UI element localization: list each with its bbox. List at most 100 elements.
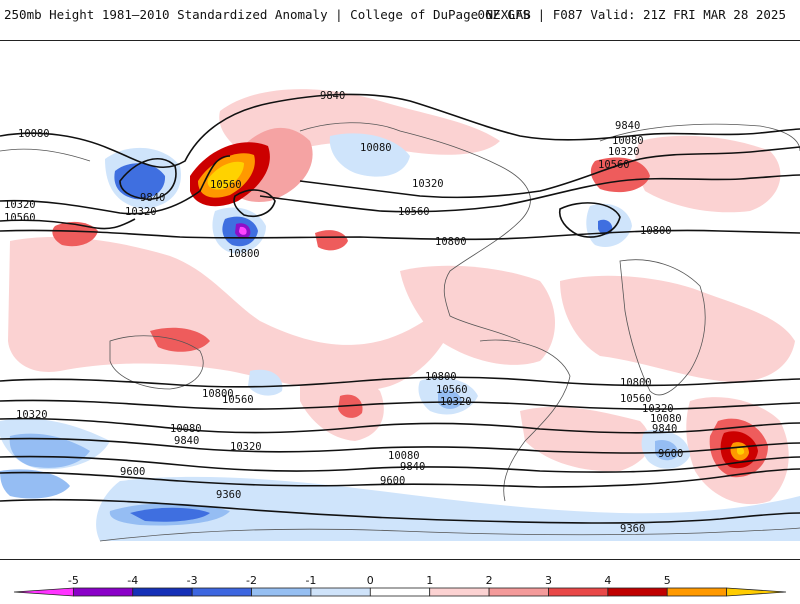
colorbar-swatch [310, 587, 371, 597]
colorbar-tick-label: 2 [486, 574, 493, 587]
positive-anomaly-area [150, 327, 210, 352]
contour-label: 10560 [598, 159, 630, 171]
colorbar-tick-label: 5 [664, 574, 671, 587]
contour-9600 [0, 468, 800, 488]
contour-label: 10320 [608, 146, 640, 158]
positive-anomaly-area [737, 446, 745, 455]
contour-label: 10320 [230, 441, 262, 453]
height-contours [0, 93, 800, 524]
map-canvas: 10080 9840 10080 9840 10560 10320 10560 … [0, 89, 800, 542]
colorbar-svg: -5 -4 -3 -2 -1 0 1 2 3 4 5 [13, 574, 787, 597]
contour-label: 9600 [380, 475, 405, 487]
contour-label: 10320 [125, 206, 157, 218]
contour-9840-south [0, 455, 800, 473]
anomaly-colorbar: -5 -4 -3 -2 -1 0 1 2 3 4 5 [0, 572, 800, 600]
colorbar-tick-label: -4 [127, 574, 138, 587]
colorbar-tick-label: 1 [426, 574, 433, 587]
coastline-australia [109, 335, 204, 390]
negative-anomaly-area [598, 219, 613, 235]
negative-anomaly-area [9, 433, 90, 468]
contour-label: 9600 [658, 448, 683, 460]
contour-label: 10800 [425, 371, 457, 383]
coastline-south-america [479, 339, 571, 502]
contour-10560-low [233, 189, 276, 217]
contour-label: 9840 [174, 435, 199, 447]
contour-label: 10080 [650, 413, 682, 425]
contour-label: 10320 [4, 199, 36, 211]
contour-label: 9840 [400, 461, 425, 473]
positive-anomaly-area [207, 161, 244, 190]
positive-anomaly-areas [8, 89, 795, 505]
contour-10320-atlantic [558, 202, 621, 238]
contour-10320-north [0, 146, 800, 215]
contour-label: 10800 [620, 377, 652, 389]
contour-9840-north [119, 157, 177, 200]
contour-10320-south [0, 417, 800, 434]
contour-label: 10800 [202, 388, 234, 400]
negative-anomaly-area [248, 369, 283, 396]
contour-label: 9840 [140, 192, 165, 204]
contour-label: 9840 [652, 423, 677, 435]
colorbar-tick-label: -2 [246, 574, 257, 587]
negative-anomaly-area [0, 469, 70, 499]
colorbar-swatch [607, 587, 668, 597]
colorbar-tick-label: 4 [604, 574, 611, 587]
coastlines [0, 122, 800, 542]
contour-10800-north [0, 229, 800, 241]
contour-label: 9360 [216, 489, 241, 501]
negative-anomaly-area [438, 389, 462, 409]
coastline-eurasia [0, 123, 800, 162]
positive-anomaly-area [560, 275, 795, 382]
positive-anomaly-area [520, 406, 651, 472]
colorbar-swatch [666, 587, 728, 597]
contour-label: 10560 [398, 206, 430, 218]
map-header: 250mb Height 1981–2010 Standardized Anom… [0, 0, 800, 40]
contour-label: 10320 [412, 178, 444, 190]
colorbar-swatch [429, 587, 490, 597]
anomaly-map: 10080 9840 10080 9840 10560 10320 10560 … [0, 40, 800, 560]
colorbar-swatch [191, 587, 252, 597]
negative-anomaly-areas [0, 133, 800, 541]
negative-anomaly-area [130, 507, 210, 522]
colorbar-tick-label: 3 [545, 574, 552, 587]
map-title: 250mb Height 1981–2010 Standardized Anom… [4, 7, 531, 22]
positive-anomaly-area [8, 236, 470, 392]
contour-10560-south [0, 399, 800, 410]
negative-anomaly-area [329, 133, 410, 177]
contour-label: 10320 [16, 409, 48, 421]
colorbar-swatch [251, 587, 312, 597]
negative-anomaly-area [655, 439, 679, 461]
colorbar-tick-label: -5 [68, 574, 79, 587]
negative-anomaly-area [96, 476, 800, 541]
colorbar-swatches [13, 587, 787, 597]
model-run-info: 06Z GFS | F087 Valid: 21Z FRI MAR 28 202… [477, 7, 786, 22]
colorbar-swatch [488, 587, 549, 597]
contour-label: 10080 [612, 135, 644, 147]
positive-anomaly-area [635, 135, 781, 213]
contour-label: 10800 [435, 236, 467, 248]
colorbar-tick-label: -1 [305, 574, 316, 587]
colorbar-swatch [726, 587, 787, 597]
contour-label: 10320 [440, 396, 472, 408]
colorbar-tick-labels: -5 -4 -3 -2 -1 0 1 2 3 4 5 [68, 574, 671, 587]
colorbar-tick-label: 0 [367, 574, 374, 587]
colorbar-tick-label: -3 [187, 574, 198, 587]
positive-anomaly-area [315, 230, 348, 251]
contour-10080-south [0, 437, 800, 454]
contour-label: 10560 [222, 394, 254, 406]
contour-label: 10080 [170, 423, 202, 435]
contour-label: 10080 [18, 128, 50, 140]
contour-label: 10560 [436, 384, 468, 396]
colorbar-swatch [72, 587, 134, 597]
coastline-antarctica [99, 527, 800, 542]
contour-label: 9600 [120, 466, 145, 478]
contour-label: 9840 [615, 120, 640, 132]
coastline-north-america [299, 122, 531, 342]
contour-label: 9360 [620, 523, 645, 535]
contour-label: 10320 [642, 403, 674, 415]
negative-anomaly-area [239, 226, 247, 235]
contour-10560-north [0, 174, 800, 230]
coastline-africa [619, 259, 706, 396]
contour-label: 10800 [228, 248, 260, 260]
positive-anomaly-area [52, 221, 98, 247]
